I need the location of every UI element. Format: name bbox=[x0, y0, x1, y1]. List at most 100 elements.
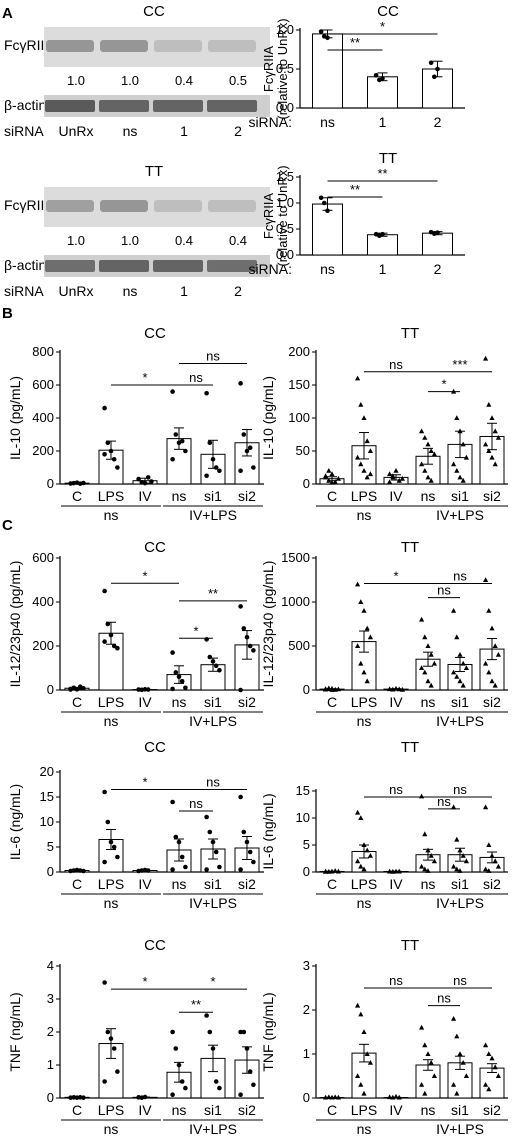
y-tick-label: 0 bbox=[303, 476, 310, 491]
data-point bbox=[460, 682, 466, 688]
data-point bbox=[179, 678, 185, 684]
data-point bbox=[238, 1092, 243, 1097]
data-point bbox=[81, 685, 86, 691]
data-point bbox=[358, 1011, 364, 1017]
x-tick-label: si1 bbox=[204, 876, 222, 892]
significance-label: ns bbox=[453, 782, 467, 797]
significance-label: ns bbox=[389, 357, 403, 372]
significance-label: * bbox=[193, 623, 198, 638]
data-point bbox=[251, 465, 256, 470]
significance-label: ns bbox=[389, 782, 403, 797]
data-point bbox=[238, 1029, 243, 1035]
data-point bbox=[489, 1055, 495, 1061]
data-point bbox=[457, 428, 463, 434]
data-point bbox=[217, 1085, 222, 1091]
data-point bbox=[396, 477, 402, 483]
data-point bbox=[489, 625, 495, 631]
significance-label: * bbox=[142, 370, 147, 385]
significance-label: * bbox=[210, 974, 215, 989]
x-tick-label: ns bbox=[172, 1102, 187, 1118]
group-label: IV+LPS bbox=[436, 895, 484, 911]
data-point bbox=[486, 1051, 492, 1056]
y-tick-label: 200 bbox=[32, 638, 54, 653]
blot-band-loading bbox=[45, 260, 95, 272]
data-point bbox=[428, 853, 434, 858]
data-point bbox=[387, 471, 393, 477]
data-point bbox=[251, 859, 256, 865]
significance-label: ** bbox=[350, 182, 360, 197]
y-tick-label: 20 bbox=[40, 764, 54, 779]
data-point bbox=[355, 1073, 361, 1078]
data-point bbox=[238, 794, 243, 800]
data-point bbox=[454, 836, 460, 842]
data-point bbox=[361, 608, 367, 613]
data-point bbox=[170, 389, 175, 394]
blot-title: CC bbox=[143, 3, 165, 20]
x-tick-label: si2 bbox=[238, 694, 256, 710]
group-label: IV+LPS bbox=[189, 713, 237, 729]
y-tick-label: 0 bbox=[47, 476, 54, 491]
data-point bbox=[105, 621, 111, 627]
y-tick-label: 0 bbox=[47, 682, 54, 697]
data-point bbox=[102, 405, 107, 411]
x-tick-label: si1 bbox=[451, 488, 469, 504]
data-point bbox=[422, 634, 428, 640]
data-point bbox=[204, 867, 209, 872]
significance-label: * bbox=[380, 19, 385, 34]
x-tick-label: LPS bbox=[351, 1102, 377, 1118]
data-point bbox=[173, 1046, 179, 1051]
data-point bbox=[428, 1060, 434, 1065]
group-label: IV+LPS bbox=[436, 507, 484, 523]
x-tick-label: LPS bbox=[98, 488, 124, 504]
data-point bbox=[355, 375, 361, 381]
data-point bbox=[204, 814, 209, 820]
data-point bbox=[483, 355, 489, 361]
chart-title: CC bbox=[144, 739, 166, 756]
group-label: ns bbox=[104, 713, 119, 729]
significance-label: * bbox=[441, 377, 446, 392]
data-point bbox=[241, 432, 247, 437]
y-tick-label: 1000 bbox=[281, 594, 310, 609]
data-point bbox=[111, 844, 117, 850]
blot-lane-label: ns bbox=[123, 283, 138, 299]
data-point bbox=[425, 643, 431, 648]
data-point bbox=[318, 29, 324, 34]
data-point bbox=[176, 674, 182, 680]
x-tick-label: ns bbox=[172, 694, 187, 710]
x-tick-label: C bbox=[72, 694, 82, 710]
data-point bbox=[463, 1073, 469, 1078]
blot-lane-label: 1 bbox=[180, 283, 188, 299]
y-tick-label: 150 bbox=[288, 377, 310, 392]
data-point bbox=[361, 415, 367, 420]
data-point bbox=[460, 853, 466, 858]
y-tick-label: 1.0 bbox=[276, 22, 294, 37]
data-point bbox=[483, 866, 489, 872]
blot-ratio-label: 0.4 bbox=[175, 233, 193, 248]
data-point bbox=[207, 1029, 213, 1035]
data-point bbox=[247, 445, 253, 451]
data-point bbox=[170, 867, 175, 872]
y-tick-label: 4 bbox=[47, 958, 54, 973]
data-point bbox=[396, 868, 402, 874]
x-tick-label: LPS bbox=[351, 488, 377, 504]
y-tick-label: 10 bbox=[296, 810, 310, 825]
significance-label: ns bbox=[189, 796, 203, 811]
data-point bbox=[210, 456, 216, 462]
data-point bbox=[396, 686, 402, 692]
x-tick-label: si1 bbox=[204, 694, 222, 710]
x-tick-label: ns bbox=[421, 694, 436, 710]
significance-label: ns bbox=[453, 569, 467, 584]
data-point bbox=[332, 868, 338, 873]
y-tick-label: 15 bbox=[40, 789, 54, 804]
data-point bbox=[431, 858, 437, 864]
chart-b-cc: CC 0 200 400 600 800 IL-10 (pg/mL) C LPS IV ns si1 s… bbox=[7, 325, 264, 523]
y-tick-label: 1.0 bbox=[276, 195, 294, 210]
data-point bbox=[322, 200, 327, 206]
data-point bbox=[457, 474, 463, 480]
data-point bbox=[431, 451, 437, 457]
data-point bbox=[451, 461, 457, 467]
data-point bbox=[431, 660, 437, 666]
panel-label-c: C bbox=[2, 517, 13, 534]
